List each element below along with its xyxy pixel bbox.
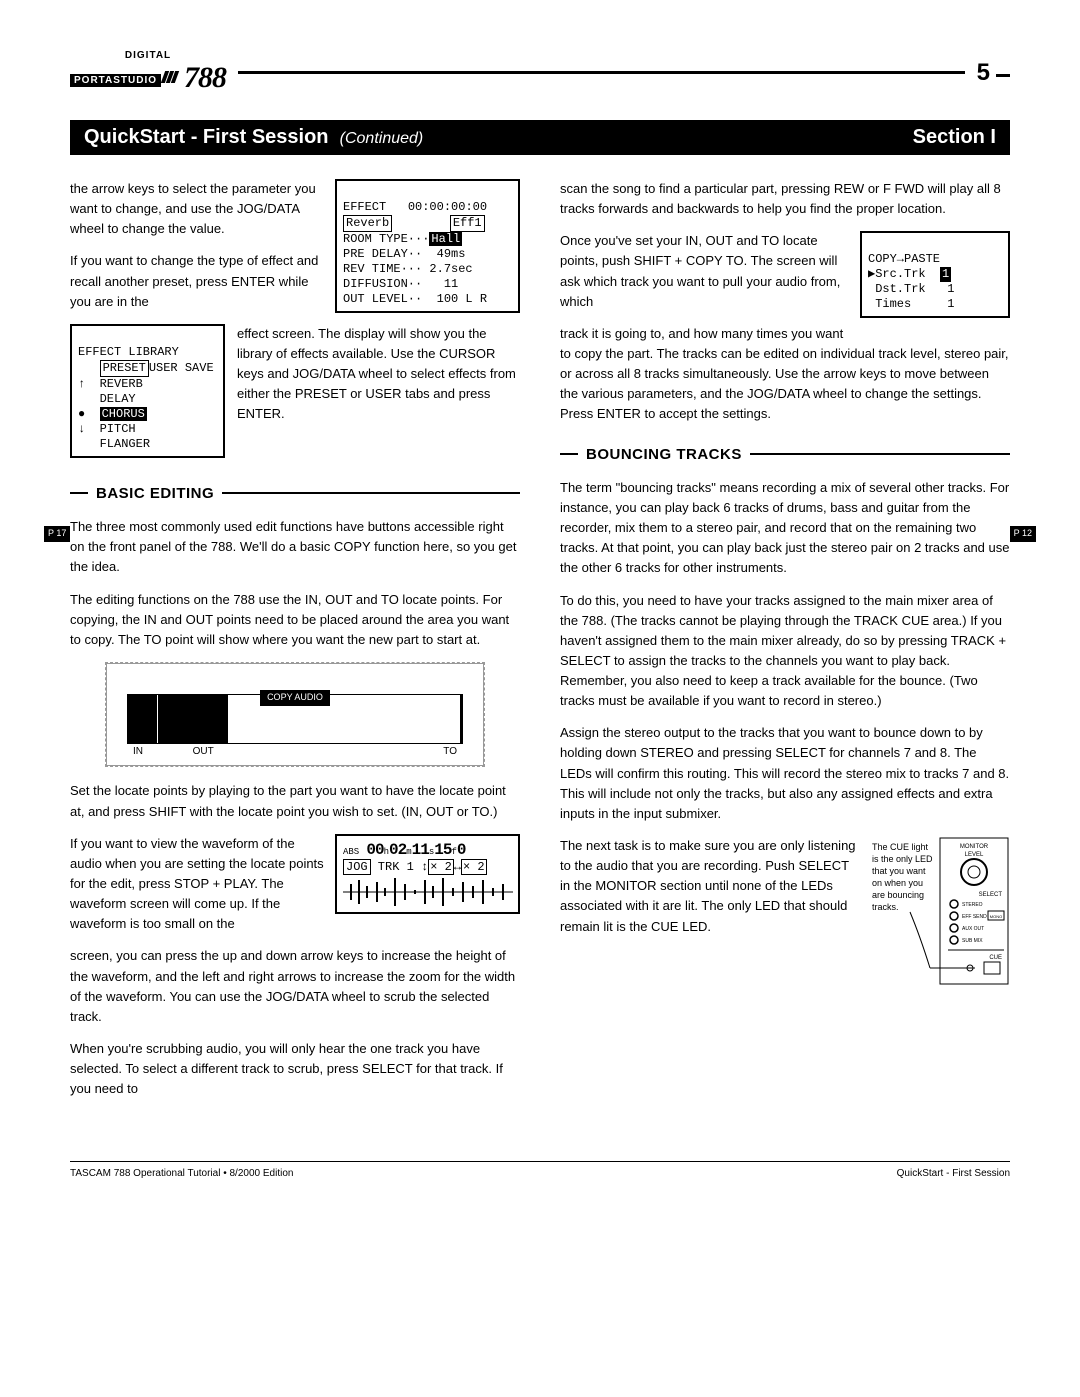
svg-text:EFF SEND: EFF SEND	[962, 914, 987, 920]
svg-text:on when you: on when you	[872, 878, 923, 888]
body-text: scan the song to find a particular part,…	[560, 179, 1010, 219]
svg-text:The CUE light: The CUE light	[872, 842, 929, 852]
body-text: To do this, you need to have your tracks…	[560, 591, 1010, 712]
page-number: 5	[977, 59, 1010, 87]
svg-text:MONO: MONO	[990, 914, 1002, 919]
svg-text:SELECT: SELECT	[979, 892, 1003, 898]
brand-block: DIGITAL PORTASTUDIO788	[70, 50, 226, 95]
brand-model: 788	[184, 61, 226, 94]
body-text: The term "bouncing tracks" means recordi…	[560, 478, 1010, 579]
title-section: Section I	[913, 126, 996, 149]
page-ref-right: P 12	[1010, 526, 1036, 542]
body-text: When you're scrubbing audio, you will on…	[70, 1039, 520, 1099]
svg-text:MONITOR: MONITOR	[960, 844, 989, 850]
svg-text:LEVEL: LEVEL	[965, 852, 984, 858]
header-rule	[238, 71, 965, 74]
body-text: Set the locate points by playing to the …	[70, 781, 520, 821]
page-ref-left: P 17	[44, 526, 70, 542]
svg-text:CUE: CUE	[989, 955, 1002, 961]
header-bar: DIGITAL PORTASTUDIO788 5	[70, 50, 1010, 95]
body-text: Assign the stereo output to the tracks t…	[560, 723, 1010, 824]
body-text: The three most commonly used edit functi…	[70, 517, 520, 577]
svg-text:tracks.: tracks.	[872, 902, 899, 912]
lcd-copypaste: COPY→PASTE ▶Src.Trk 1 Dst.Trk 1 Times 1	[860, 231, 1010, 318]
title-main: QuickStart - First Session (Continued)	[84, 126, 423, 149]
lcd-waveform: ABS 00h02m11s15f0 JOG TRK 1 ↕× 2↔× 2	[335, 834, 520, 914]
copy-audio-diagram: COPY AUDIO IN OUT TO	[105, 662, 485, 767]
left-column: EFFECT 00:00:00:00 Reverb Eff1 ROOM TYPE…	[70, 179, 520, 1111]
waveform-icon	[343, 876, 513, 908]
brand-bottom: PORTASTUDIO788	[70, 61, 226, 95]
section-heading: BASIC EDITING	[70, 482, 520, 505]
section-heading: BOUNCING TRACKS	[560, 443, 1010, 466]
body-text: track it is going to, and how many times…	[560, 324, 1010, 425]
footer: TASCAM 788 Operational Tutorial • 8/2000…	[70, 1161, 1010, 1179]
title-bar: QuickStart - First Session (Continued) S…	[70, 120, 1010, 155]
body-text: The editing functions on the 788 use the…	[70, 590, 520, 650]
svg-text:AUX OUT: AUX OUT	[962, 926, 984, 932]
svg-text:STEREO: STEREO	[962, 902, 983, 908]
svg-text:that you want: that you want	[872, 866, 926, 876]
right-column: scan the song to find a particular part,…	[560, 179, 1010, 1111]
body-text: screen, you can press the up and down ar…	[70, 946, 520, 1027]
lcd-effect: EFFECT 00:00:00:00 Reverb Eff1 ROOM TYPE…	[335, 179, 520, 313]
brand-top: DIGITAL	[70, 50, 226, 61]
lcd-library: EFFECT LIBRARY PRESETUSER SAVE ↑ REVERB …	[70, 324, 225, 458]
monitor-diagram: MONITOR LEVEL SELECT STEREO EFF SENDMONO…	[870, 836, 1010, 986]
svg-text:are bouncing: are bouncing	[872, 890, 924, 900]
svg-text:SUB MIX: SUB MIX	[962, 938, 983, 944]
footer-left: TASCAM 788 Operational Tutorial • 8/2000…	[70, 1168, 293, 1179]
svg-text:is the only LED: is the only LED	[872, 854, 933, 864]
footer-right: QuickStart - First Session	[897, 1168, 1010, 1179]
